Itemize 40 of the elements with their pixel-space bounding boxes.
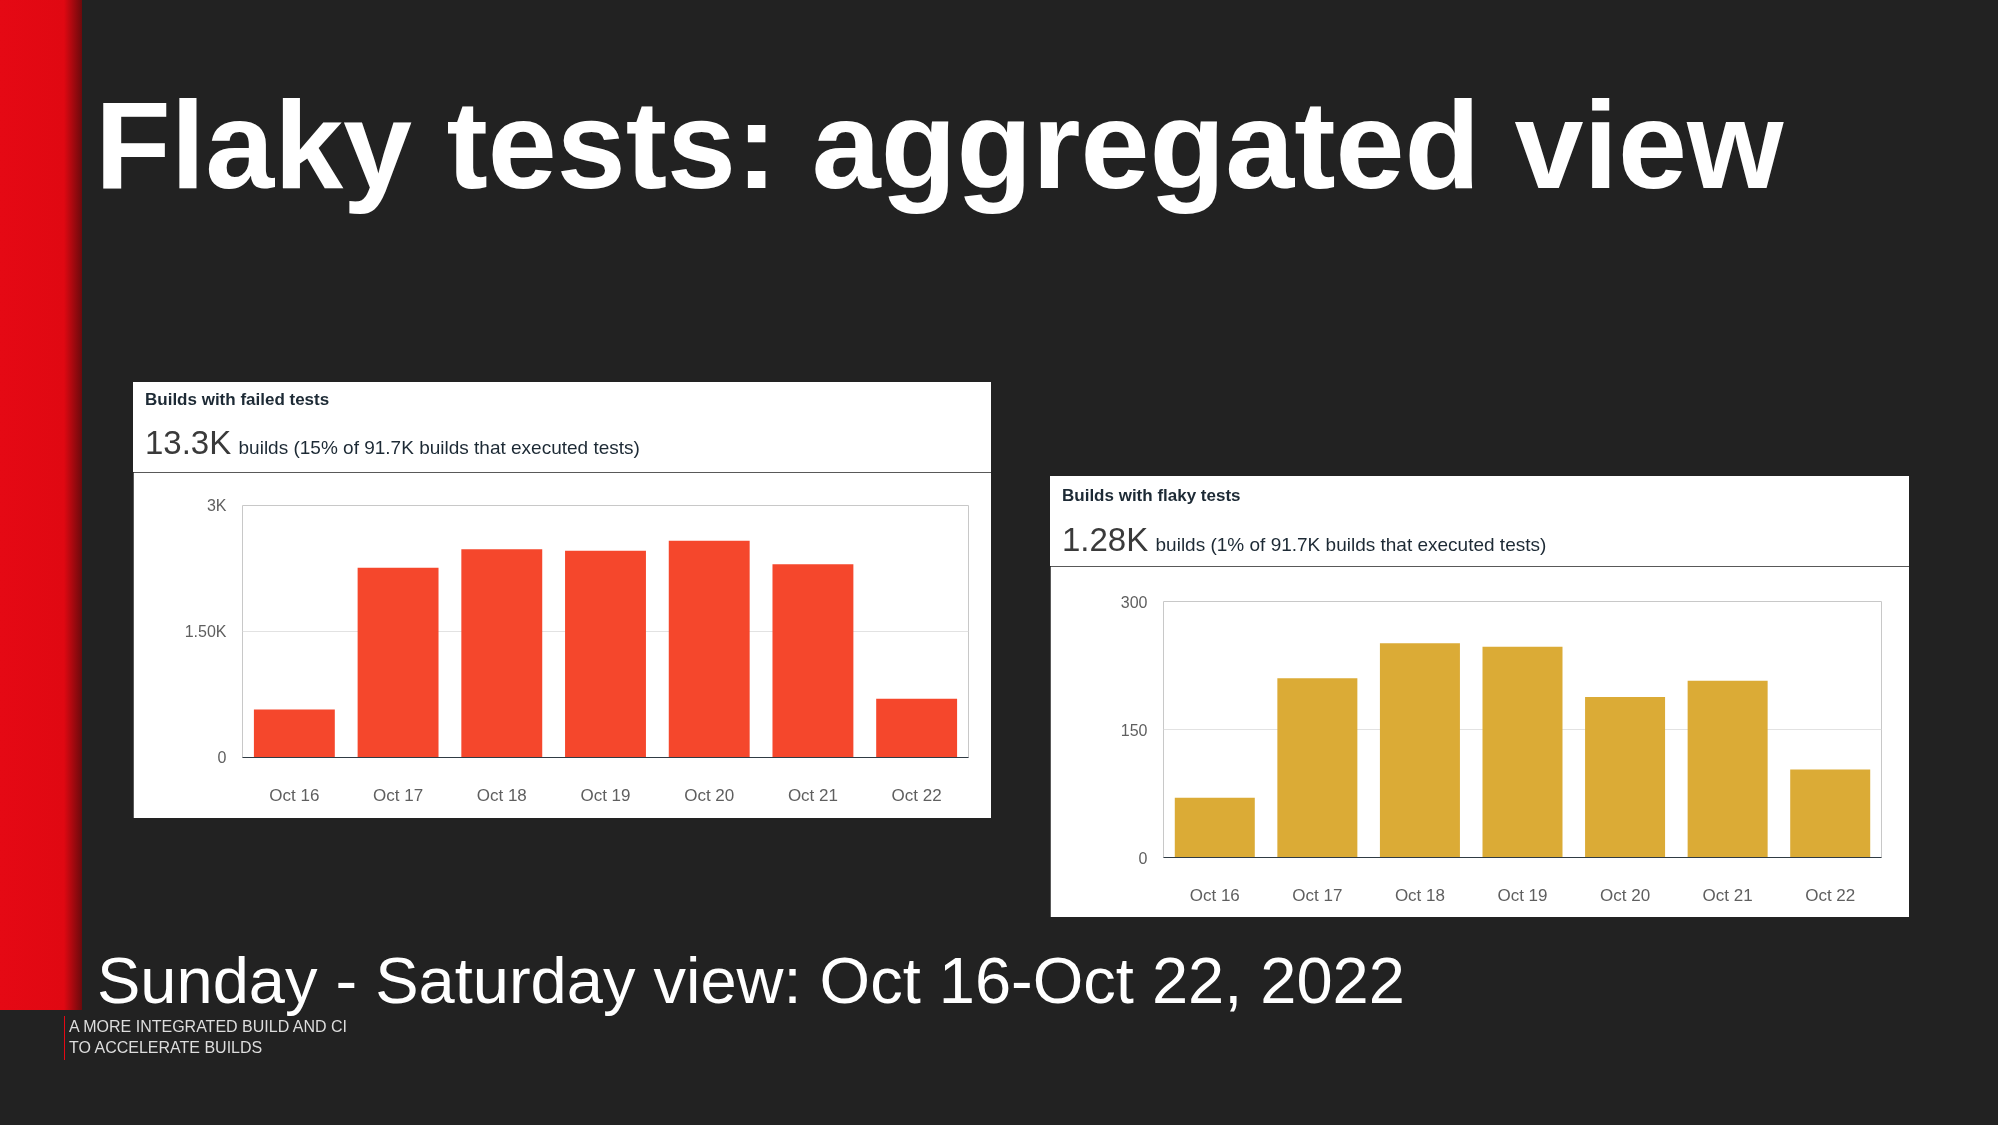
- bar: [1482, 646, 1563, 858]
- bar: [772, 564, 854, 758]
- chart-title: Builds with failed tests: [145, 390, 330, 410]
- text: Flaky tests: aggregated view: [95, 76, 1784, 214]
- x-tick-label: Oct 19: [580, 785, 631, 805]
- chart-title: Builds with flaky tests: [1062, 486, 1241, 506]
- bar: [1277, 678, 1358, 858]
- bar: [461, 549, 543, 758]
- bar: [565, 550, 646, 758]
- bar: [876, 698, 958, 758]
- x-tick-label: Oct 16: [269, 785, 320, 805]
- bar: [1379, 643, 1460, 858]
- y-tick-label: 0: [217, 749, 227, 766]
- chart-subtitle: 1.28K builds (1% of 91.7K builds that executed tests): [1062, 521, 1547, 558]
- y-tick-label: 3K: [206, 497, 227, 514]
- x-tick-label: Oct 21: [787, 785, 838, 805]
- x-tick-label: Oct 17: [373, 785, 424, 805]
- x-tick-label: Oct 19: [1497, 885, 1548, 905]
- chart-subtitle: 13.3K builds (15% of 91.7K builds that executed tests): [145, 424, 640, 461]
- bar: [1585, 697, 1666, 858]
- x-tick-label: Oct 22: [891, 785, 942, 805]
- x-tick-label: Oct 17: [1292, 885, 1343, 905]
- text: A MORE INTEGRATED BUILD AND CI TO ACCELERATE BUILDS: [69, 1018, 348, 1058]
- x-tick-label: Oct 18: [1394, 885, 1445, 905]
- y-tick-label: 300: [1120, 593, 1148, 611]
- x-tick-label: Oct 18: [476, 785, 527, 805]
- x-tick-label: Oct 20: [1600, 885, 1651, 905]
- bar: [1790, 769, 1871, 858]
- x-tick-label: Oct 16: [1189, 885, 1240, 905]
- y-tick-label: 150: [1120, 721, 1148, 739]
- bar: [668, 540, 750, 758]
- y-tick-label: 1.50K: [184, 623, 227, 640]
- x-tick-label: Oct 22: [1805, 885, 1856, 905]
- bar: [357, 567, 439, 758]
- bar: [253, 709, 335, 758]
- bar: [1687, 680, 1768, 858]
- y-tick-label: 0: [1138, 849, 1148, 867]
- bar: [1174, 797, 1255, 858]
- x-tick-label: Oct 20: [684, 785, 735, 805]
- x-tick-label: Oct 21: [1702, 885, 1753, 905]
